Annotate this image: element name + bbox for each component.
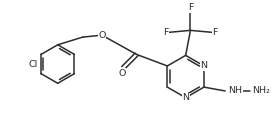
Text: N: N: [201, 61, 208, 70]
Text: F: F: [163, 28, 168, 37]
Text: F: F: [212, 28, 218, 37]
Text: O: O: [98, 31, 106, 40]
Text: NH₂: NH₂: [252, 86, 270, 96]
Text: F: F: [188, 3, 193, 12]
Text: Cl: Cl: [29, 60, 38, 69]
Text: N: N: [182, 93, 189, 102]
Text: O: O: [118, 69, 126, 78]
Text: NH: NH: [228, 86, 242, 96]
